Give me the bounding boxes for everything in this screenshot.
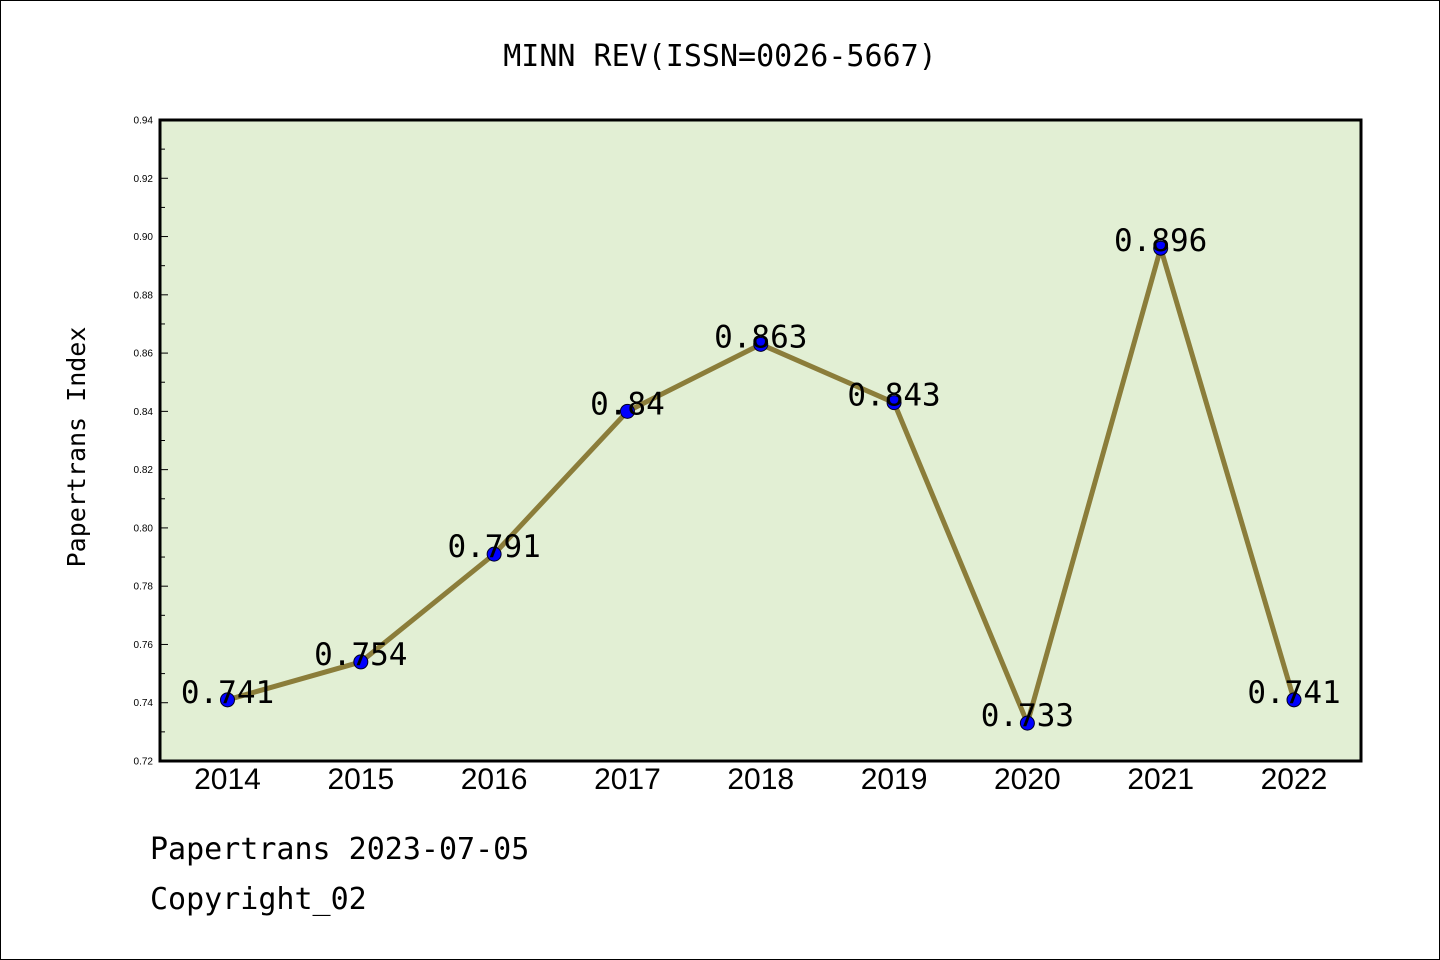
data-label: 0.863 [714, 319, 807, 355]
data-label: 0.84 [590, 386, 665, 422]
x-tick-label: 2018 [727, 763, 794, 796]
x-tick-label: 2021 [1127, 763, 1194, 796]
y-tick-label: 0.80 [134, 523, 154, 534]
series-layer: 0.741 0.754 0.791 0.84 0.863 0.843 0.733 0.896 0… [181, 223, 1341, 734]
y-tick-label: 0.76 [134, 640, 154, 651]
data-label: 0.741 [1247, 675, 1340, 711]
plot-border [158, 118, 1363, 763]
data-label: 0.843 [847, 378, 940, 414]
y-tick-label: 0.78 [134, 582, 154, 593]
x-tick-label: 2014 [194, 763, 261, 796]
y-tick-label: 0.88 [134, 290, 154, 301]
x-tick-label: 2020 [994, 763, 1061, 796]
y-tick-label: 0.72 [134, 757, 154, 768]
data-label: 0.791 [447, 529, 540, 565]
x-tick-label: 2017 [594, 763, 661, 796]
data-label: 0.896 [1114, 223, 1207, 259]
footer-date: Papertrans 2023-07-05 [150, 832, 530, 867]
data-point [886, 395, 902, 411]
data-label: 0.754 [314, 637, 407, 673]
x-tick-label: 2016 [461, 763, 528, 796]
x-tick-label: 2022 [1261, 763, 1328, 796]
data-point [753, 336, 769, 352]
data-label: 0.741 [181, 675, 274, 711]
x-axis: 2014 2015 2016 2017 2018 2019 2020 2021 2022 [194, 763, 1327, 796]
data-label: 0.733 [981, 698, 1074, 734]
data-point [1019, 715, 1035, 731]
data-point [1153, 240, 1169, 256]
y-tick-label: 0.90 [134, 232, 154, 243]
y-tick-label: 0.92 [134, 174, 154, 185]
x-tick-label: 2015 [327, 763, 394, 796]
data-point [486, 546, 502, 562]
data-point [1286, 692, 1302, 708]
plot-area [160, 120, 1361, 761]
data-point [220, 692, 235, 708]
y-tick-label: 0.94 [134, 116, 154, 127]
x-tick-label: 2019 [861, 763, 928, 796]
chart-title: MINN REV(ISSN=0026-5667) [503, 39, 936, 74]
y-axis-label: Papertrans Index [62, 327, 91, 568]
y-tick-label: 0.74 [134, 698, 154, 709]
data-point [619, 403, 635, 419]
footer-copyright: Copyright_02 [150, 882, 367, 917]
data-point [353, 654, 369, 670]
y-tick-label: 0.86 [134, 349, 154, 360]
y-tick-label: 0.82 [134, 465, 154, 476]
y-tick-label: 0.84 [134, 407, 154, 418]
